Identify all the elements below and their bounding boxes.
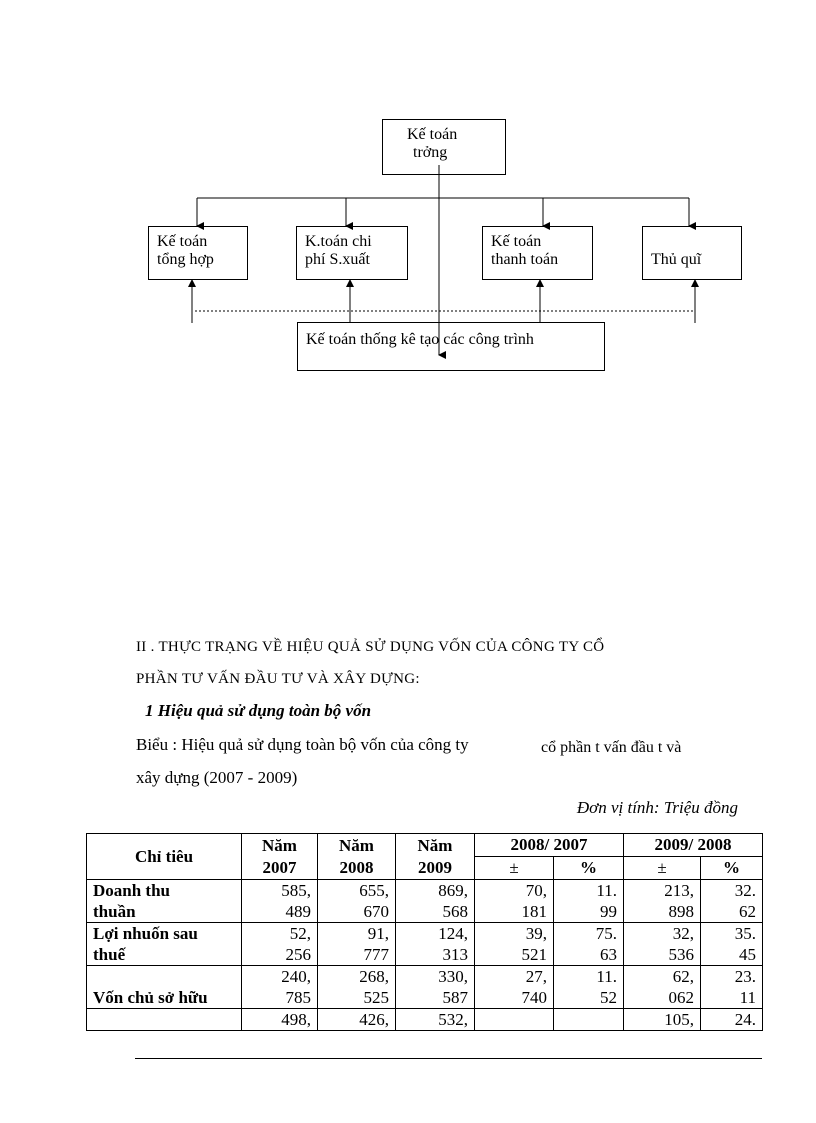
- row-label: Vốn chủ sở hữu: [86, 965, 242, 1009]
- chart-box-statistics: Kế toán thống kê tạo các công trình: [297, 322, 605, 371]
- table-row: 498, 426, 532, 105, 24.: [86, 1008, 763, 1031]
- table-cell: 75. 63: [553, 922, 624, 966]
- table-row: Vốn chủ sở hữu 240, 785 268, 525 330, 587 27, 74…: [86, 965, 763, 1009]
- table-cell: 498,: [241, 1008, 318, 1031]
- chart-box-general-accounting: Kế toán tổng hợp: [148, 226, 248, 280]
- table-cell: 52, 256: [241, 922, 318, 966]
- table-cell: 532,: [395, 1008, 475, 1031]
- footer-rule: [135, 1058, 762, 1059]
- table-cell: 869, 568: [395, 879, 475, 923]
- table-cell: 24.: [700, 1008, 763, 1031]
- table-cell: [553, 1008, 624, 1031]
- chart-box-production-cost: K.toán chi phí S.xuất: [296, 226, 408, 280]
- table-row: Lợi nhuốn sau thuế 52, 256 91, 777 124, 313 39, 5…: [86, 922, 763, 966]
- box-text: K.toán chi: [305, 233, 372, 250]
- chart-box-payment: Kế toán thanh toán: [482, 226, 593, 280]
- box-text: tổng hợp: [157, 251, 214, 268]
- box-text: Kế toán thống kê tạo các công trình: [306, 331, 534, 348]
- efficiency-table: Chỉ tiêu Năm 2007 Năm 2008 Năm 2009 2008/ 2…: [86, 833, 763, 1031]
- table-cell: 655, 670: [317, 879, 396, 923]
- header-indicator: Chỉ tiêu: [86, 833, 242, 880]
- header-year: Năm 2009: [395, 833, 475, 880]
- section-heading-line1: II . THỰC TRẠNG VỀ HIỆU QUẢ SỬ DỤNG VỐN …: [136, 639, 605, 655]
- header-year: Năm 2008: [317, 833, 396, 880]
- chart-box-chief-accountant: Kế toán trởng: [382, 119, 506, 175]
- header-group: 2008/ 2007: [474, 833, 624, 857]
- table-cell: 35. 45: [700, 922, 763, 966]
- table-cell: 105,: [623, 1008, 701, 1031]
- caption-line1-end: cổ phần t vấn đầu t và: [541, 739, 682, 756]
- table-cell: 124, 313: [395, 922, 475, 966]
- table-row: Doanh thu thuần 585, 489 655, 670 869, 568 70, 18…: [86, 879, 763, 923]
- table-cell: 32. 62: [700, 879, 763, 923]
- header-diff: ±: [623, 856, 701, 880]
- table-cell: 27, 740: [474, 965, 554, 1009]
- org-chart-lines: [188, 165, 699, 359]
- table-cell: 91, 777: [317, 922, 396, 966]
- box-text: trởng: [413, 144, 448, 161]
- table-cell: 240, 785: [241, 965, 318, 1009]
- table-cell: 11. 99: [553, 879, 624, 923]
- table-cell: 268, 525: [317, 965, 396, 1009]
- caption-line1: Biểu : Hiệu quả sử dụng toàn bộ vốn của …: [136, 735, 469, 754]
- row-label: Doanh thu thuần: [86, 879, 242, 923]
- table-cell: 11. 52: [553, 965, 624, 1009]
- table-cell: 426,: [317, 1008, 396, 1031]
- table-cell: 70, 181: [474, 879, 554, 923]
- table-subheader-row: ± % ± %: [87, 856, 763, 880]
- header-pct: %: [553, 856, 624, 880]
- box-text: Kế toán: [407, 126, 458, 143]
- header-year: Năm 2007: [241, 833, 318, 880]
- row-label: Lợi nhuốn sau thuế: [86, 922, 242, 966]
- table-cell: 330, 587: [395, 965, 475, 1009]
- header-group: 2009/ 2008: [623, 833, 763, 857]
- box-text: Kế toán: [157, 233, 208, 250]
- chart-box-cashier: Thủ quĩ: [642, 226, 742, 280]
- header-diff: ±: [474, 856, 554, 880]
- table-header-row: Chỉ tiêu Năm 2007 Năm 2008 Năm 2009 2008/ 2…: [86, 833, 763, 880]
- header-pct: %: [700, 856, 763, 880]
- table-cell: 213, 898: [623, 879, 701, 923]
- caption-line2: xây dựng (2007 - 2009): [136, 768, 298, 787]
- box-text: thanh toán: [491, 251, 559, 268]
- table-cell: 32, 536: [623, 922, 701, 966]
- row-label: [86, 1008, 242, 1031]
- section-heading-line2: PHẦN TƯ VẤN ĐẦU TƯ VÀ XÂY DỰNG:: [136, 671, 420, 687]
- table-cell: 23. 11: [700, 965, 763, 1009]
- table-cell: [474, 1008, 554, 1031]
- box-text: phí S.xuất: [305, 251, 370, 268]
- table-cell: 62, 062: [623, 965, 701, 1009]
- subheading: 1 Hiệu quả sử dụng toàn bộ vốn: [145, 701, 372, 720]
- table-cell: 585, 489: [241, 879, 318, 923]
- box-text: Kế toán: [491, 233, 542, 250]
- box-text: Thủ quĩ: [651, 251, 702, 268]
- unit-label: Đơn vị tính: Triệu đồng: [576, 798, 738, 817]
- table-cell: 39, 521: [474, 922, 554, 966]
